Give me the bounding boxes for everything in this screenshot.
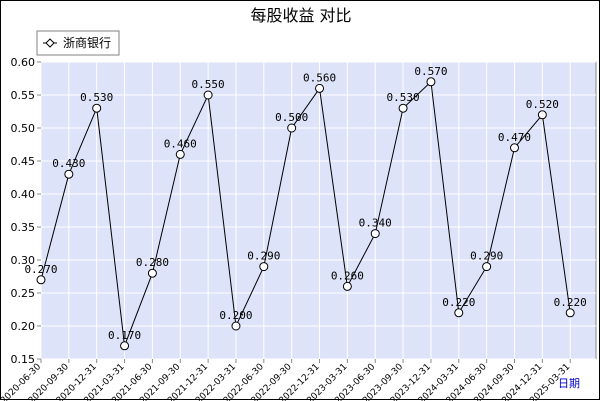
data-point bbox=[342, 281, 352, 291]
legend-label: 浙商银行 bbox=[63, 35, 111, 50]
y-tick-label: 0.30 bbox=[11, 254, 36, 267]
data-point bbox=[147, 268, 157, 278]
data-label: 0.220 bbox=[554, 296, 587, 309]
data-label: 0.290 bbox=[470, 250, 503, 263]
data-label: 0.570 bbox=[414, 65, 447, 78]
data-label: 0.270 bbox=[24, 263, 57, 276]
data-point bbox=[120, 341, 130, 351]
legend-marker-icon bbox=[45, 38, 55, 48]
data-point bbox=[36, 275, 46, 285]
y-tick-label: 0.25 bbox=[11, 287, 36, 300]
data-label: 0.500 bbox=[275, 111, 308, 124]
data-point bbox=[398, 103, 408, 113]
data-labels: 0.270 0.430 0.530 0.170 0.280 0.460 0.550 0.200… bbox=[24, 65, 586, 342]
x-axis-ticks: 2020-06-302020-09-302020-12-312021-03-31… bbox=[1, 359, 572, 401]
y-axis-ticks: 0.15 0.20 0.25 0.30 0.35 0.40 0.45 0.50 0.55 0.60 bbox=[11, 56, 41, 366]
data-label: 0.460 bbox=[164, 137, 197, 150]
data-point bbox=[287, 123, 297, 133]
data-point bbox=[482, 262, 492, 272]
y-tick-label: 0.40 bbox=[11, 188, 36, 201]
data-label: 0.560 bbox=[303, 71, 336, 84]
data-label: 0.290 bbox=[247, 250, 280, 263]
data-label: 0.280 bbox=[136, 256, 169, 269]
data-label: 0.530 bbox=[387, 91, 420, 104]
data-label: 0.200 bbox=[219, 309, 252, 322]
y-tick-label: 0.20 bbox=[11, 320, 36, 333]
y-tick-label: 0.35 bbox=[11, 221, 36, 234]
y-tick-label: 0.60 bbox=[11, 56, 36, 69]
y-tick-label: 0.55 bbox=[11, 89, 36, 102]
data-label: 0.430 bbox=[52, 157, 85, 170]
data-point bbox=[565, 308, 575, 318]
data-label: 0.260 bbox=[331, 269, 364, 282]
y-tick-label: 0.15 bbox=[11, 353, 36, 366]
data-point bbox=[509, 143, 519, 153]
data-label: 0.220 bbox=[442, 296, 475, 309]
series-layer bbox=[36, 77, 575, 351]
legend: 浙商银行 bbox=[36, 30, 120, 56]
data-label: 0.470 bbox=[498, 131, 531, 144]
data-point bbox=[454, 308, 464, 318]
data-point bbox=[370, 229, 380, 239]
data-point bbox=[259, 262, 269, 272]
data-point bbox=[537, 110, 547, 120]
chart-title: 每股收益 对比 bbox=[250, 6, 351, 25]
y-tick-label: 0.50 bbox=[11, 122, 36, 135]
data-point bbox=[203, 90, 213, 100]
series-line bbox=[40, 80, 571, 346]
data-label: 0.530 bbox=[80, 91, 113, 104]
data-point bbox=[64, 169, 74, 179]
data-point bbox=[315, 83, 325, 93]
data-label: 0.550 bbox=[192, 78, 225, 91]
data-label: 0.340 bbox=[359, 217, 392, 230]
data-point bbox=[426, 77, 436, 87]
data-point bbox=[231, 321, 241, 331]
data-label: 0.170 bbox=[108, 329, 141, 342]
y-tick-label: 0.45 bbox=[11, 155, 36, 168]
data-label: 0.520 bbox=[526, 98, 559, 111]
data-point bbox=[175, 149, 185, 159]
x-axis-corner-label: 日期 bbox=[558, 377, 580, 390]
data-point bbox=[92, 103, 102, 113]
